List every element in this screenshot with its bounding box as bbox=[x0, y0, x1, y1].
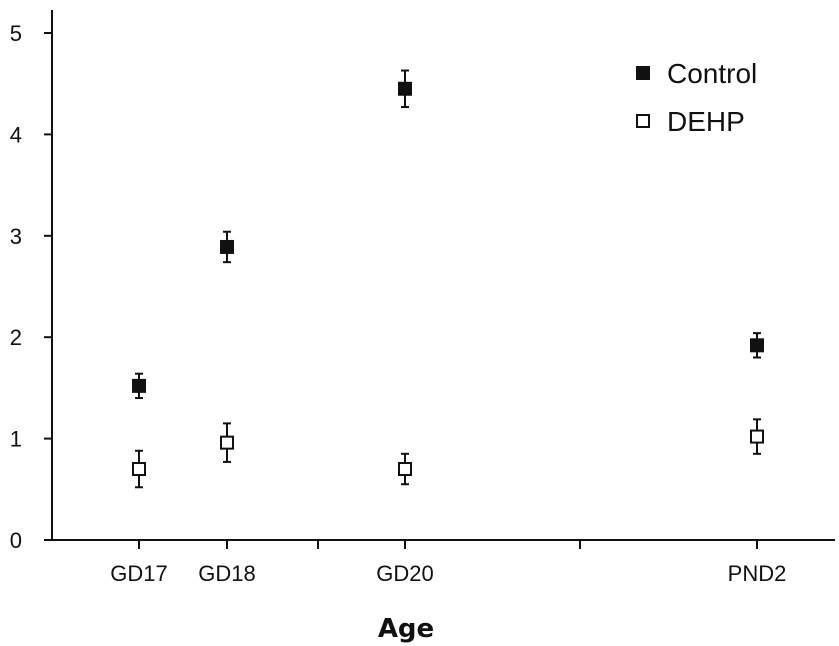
axes: 0 1 2 3 4 5 GD17 GD18 GD20 PND2 bbox=[10, 10, 835, 586]
legend-label: DEHP bbox=[667, 106, 745, 137]
x-tick-label: GD17 bbox=[110, 561, 167, 586]
data-point-control bbox=[398, 81, 412, 96]
legend-marker bbox=[636, 114, 650, 128]
data-point-dehp bbox=[220, 435, 234, 450]
y-tick-label: 0 bbox=[10, 528, 22, 553]
data-point-dehp bbox=[750, 429, 764, 444]
x-tick-label: GD20 bbox=[376, 561, 433, 586]
y-tick-label: 5 bbox=[10, 21, 22, 46]
data-point-dehp bbox=[132, 462, 146, 477]
data-point-dehp bbox=[398, 462, 412, 477]
y-tick-label: 3 bbox=[10, 224, 22, 249]
x-tick-label: PND2 bbox=[728, 561, 787, 586]
y-tick-label: 2 bbox=[10, 325, 22, 350]
data-marks bbox=[132, 69, 764, 489]
legend-marker bbox=[636, 66, 650, 80]
data-point-control bbox=[750, 338, 764, 353]
data-point-control bbox=[220, 239, 234, 254]
x-tick-label: GD18 bbox=[198, 561, 255, 586]
x-axis-title: Age bbox=[378, 614, 434, 644]
legend: Control DEHP bbox=[636, 58, 757, 137]
data-point-control bbox=[132, 378, 146, 393]
y-tick-label: 1 bbox=[10, 427, 22, 452]
y-tick-label: 4 bbox=[10, 122, 22, 147]
legend-label: Control bbox=[667, 58, 757, 89]
